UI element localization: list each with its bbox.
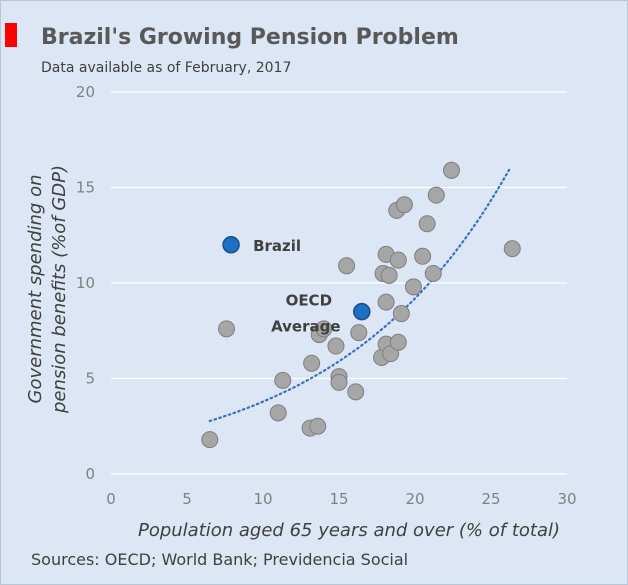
y-tick-label: 20: [76, 83, 95, 101]
data-point: [347, 383, 365, 401]
y-tick-label: 5: [85, 370, 95, 388]
y-tick-label: 15: [76, 179, 95, 197]
trendline: [208, 165, 512, 423]
y-tick-label: 10: [76, 274, 95, 292]
sources-note: Sources: OECD; World Bank; Previdencia S…: [31, 550, 409, 569]
data-point: [350, 324, 368, 342]
data-point: [395, 196, 413, 214]
highlighted-points: Brazil OECD Average: [222, 236, 371, 336]
data-point: [380, 266, 398, 284]
data-point: [442, 161, 460, 179]
brazil-label: Brazil: [253, 237, 301, 255]
x-tick-label: 10: [253, 490, 272, 508]
x-tick-label: 30: [557, 490, 576, 508]
data-point: [414, 247, 432, 265]
x-tick-label: 20: [405, 490, 424, 508]
data-points: [201, 161, 521, 449]
trendline-group: [208, 165, 512, 423]
data-point: [218, 320, 236, 338]
x-tick-label: 0: [106, 490, 116, 508]
data-point: [338, 257, 356, 275]
y-axis-title: Government spending on pension benefits (…: [25, 165, 70, 414]
chart-subtitle: Data available as of February, 2017: [41, 60, 292, 76]
oecd-label-line1: OECD: [286, 292, 332, 310]
chart-title: Brazil's Growing Pension Problem: [41, 25, 459, 50]
y-axis-title-line1: Government spending on: [25, 175, 46, 404]
data-point: [389, 333, 407, 351]
y-tick-label: 0: [85, 465, 95, 483]
data-point: [269, 404, 287, 422]
data-point: [315, 320, 333, 338]
x-tick-label: 25: [481, 490, 500, 508]
gridlines: [111, 91, 567, 475]
data-point: [274, 371, 292, 389]
data-point: [503, 240, 521, 258]
data-point: [377, 293, 395, 311]
x-tick-label: 5: [182, 490, 192, 508]
x-axis-title: Population aged 65 years and over (% of …: [138, 520, 560, 541]
data-point: [418, 215, 436, 233]
x-axis-ticks: 0 5 10 15 20 25 30: [106, 490, 576, 508]
axis-titles: Population aged 65 years and over (% of …: [25, 165, 560, 541]
data-point: [389, 251, 407, 269]
oecd-label-line2: Average: [271, 318, 340, 336]
y-axis-title-line2: pension benefits (%of GDP): [49, 165, 70, 414]
data-point: [392, 305, 410, 323]
data-point: [330, 373, 348, 391]
data-point: [404, 278, 422, 296]
data-point: [303, 354, 321, 372]
data-point: [427, 186, 445, 204]
data-point: [201, 431, 219, 449]
brazil-point: [222, 236, 240, 254]
y-axis-ticks: 0 5 10 15 20: [76, 83, 95, 483]
x-tick-label: 15: [329, 490, 348, 508]
data-point: [327, 337, 345, 355]
data-point: [424, 264, 442, 282]
title-accent-bar: [5, 23, 17, 47]
data-point: [309, 417, 327, 435]
oecd-average-point: [353, 302, 371, 321]
